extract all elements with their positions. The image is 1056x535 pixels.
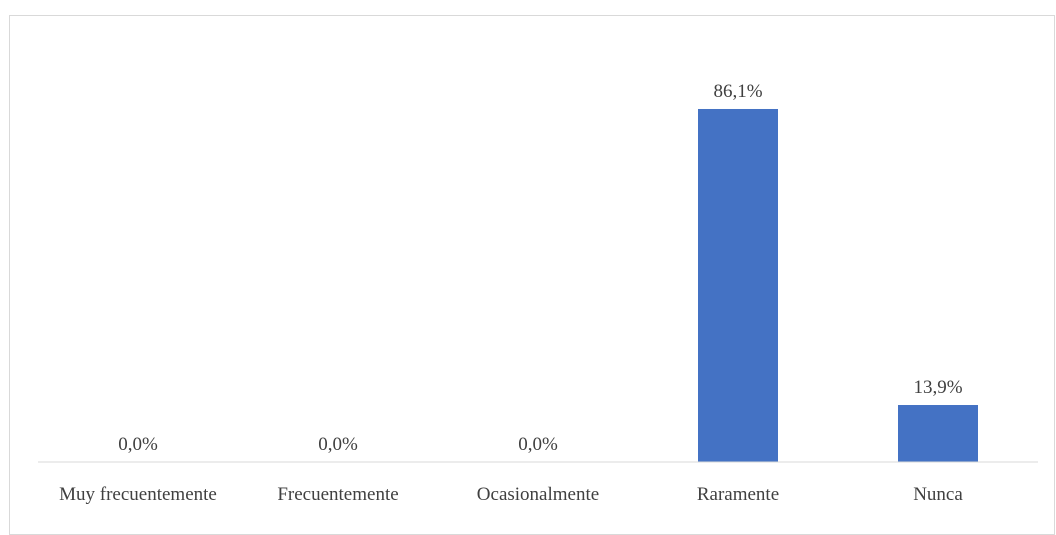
bar-chart: 0,0% 0,0% 0,0% 86,1% 13,9% Muy frecuentement… (38, 81, 1038, 505)
data-label-raramente: 86,1% (713, 81, 762, 102)
data-label-nunca: 13,9% (913, 377, 962, 398)
data-label-ocasionalmente: 0,0% (518, 434, 558, 455)
category-labels-layer: Muy frecuentemente Frecuentemente Ocasiona… (59, 484, 963, 505)
data-label-muy-frecuentemente: 0,0% (118, 434, 158, 455)
category-label-raramente: Raramente (697, 484, 779, 505)
data-labels-layer: 0,0% 0,0% 0,0% 86,1% 13,9% (118, 81, 963, 455)
bar-raramente (698, 108, 778, 463)
bar-nunca (898, 405, 978, 462)
category-label-frecuentemente: Frecuentemente (277, 484, 398, 505)
bars-layer (698, 108, 978, 463)
category-label-ocasionalmente: Ocasionalmente (477, 484, 599, 505)
data-label-frecuentemente: 0,0% (318, 434, 358, 455)
category-label-muy-frecuentemente: Muy frecuentemente (59, 484, 217, 505)
category-label-nunca: Nunca (913, 484, 963, 505)
chart-frame (9, 15, 1055, 535)
